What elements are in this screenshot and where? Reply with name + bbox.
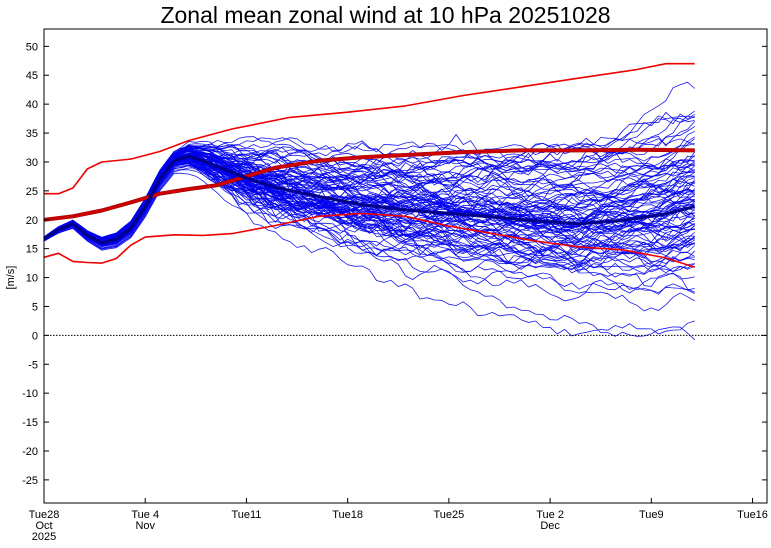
ensemble-member-line bbox=[43, 172, 695, 337]
y-tick-label: 15 bbox=[26, 244, 38, 256]
x-tick-label: Oct bbox=[35, 520, 52, 532]
x-tick-label: Tue28 bbox=[29, 509, 60, 521]
y-tick-label: 5 bbox=[32, 301, 38, 313]
x-tick-label: Dec bbox=[540, 520, 560, 532]
chart-title: Zonal mean zonal wind at 10 hPa 20251028 bbox=[160, 2, 611, 28]
climatology-mean-line bbox=[43, 148, 695, 222]
y-tick-label: -10 bbox=[22, 388, 38, 400]
y-tick-label: 35 bbox=[26, 128, 38, 140]
y-axis-label: [m/s] bbox=[5, 266, 17, 290]
y-tick-label: 10 bbox=[26, 273, 38, 285]
ensemble-member-line bbox=[43, 147, 695, 241]
ensemble-member-line bbox=[43, 142, 695, 241]
y-tick-label: -15 bbox=[22, 417, 38, 429]
x-tick-label: Tue9 bbox=[639, 509, 664, 521]
ensemble-mean-line bbox=[43, 154, 696, 245]
x-tick-label: Tue11 bbox=[231, 509, 261, 521]
y-tick-label: 0 bbox=[32, 330, 38, 342]
summary-series bbox=[43, 62, 696, 268]
x-tick-label: 2025 bbox=[32, 531, 56, 543]
ensemble-member-line bbox=[43, 165, 695, 293]
x-tick-label: Tue 4 bbox=[131, 509, 159, 521]
y-tick-label: 25 bbox=[26, 186, 38, 198]
y-tick-label: -20 bbox=[22, 446, 38, 458]
y-tick-label: -25 bbox=[22, 475, 38, 487]
x-tick-label: Tue16 bbox=[737, 509, 768, 521]
plot-frame bbox=[43, 28, 768, 504]
x-tick-label: Tue25 bbox=[433, 509, 464, 521]
ensemble-member-line bbox=[43, 169, 695, 341]
x-tick-label: Tue18 bbox=[332, 509, 363, 521]
y-tick-label: 20 bbox=[26, 215, 38, 227]
ensemble-member-line bbox=[43, 164, 695, 294]
x-tick-label: Tue 2 bbox=[536, 509, 564, 521]
y-tick-label: 45 bbox=[26, 70, 38, 82]
y-tick-label: 40 bbox=[26, 99, 38, 111]
ensemble-member-line bbox=[43, 138, 695, 239]
y-tick-label: 50 bbox=[26, 41, 38, 53]
y-tick-label: -5 bbox=[28, 359, 38, 371]
climatology-min-line bbox=[43, 212, 695, 268]
y-tick-label: 30 bbox=[26, 157, 38, 169]
ensemble-member-line bbox=[43, 167, 695, 312]
ensemble-member-line bbox=[43, 164, 695, 294]
climatology-max-line bbox=[44, 62, 695, 195]
x-tick-label: Nov bbox=[135, 520, 155, 532]
